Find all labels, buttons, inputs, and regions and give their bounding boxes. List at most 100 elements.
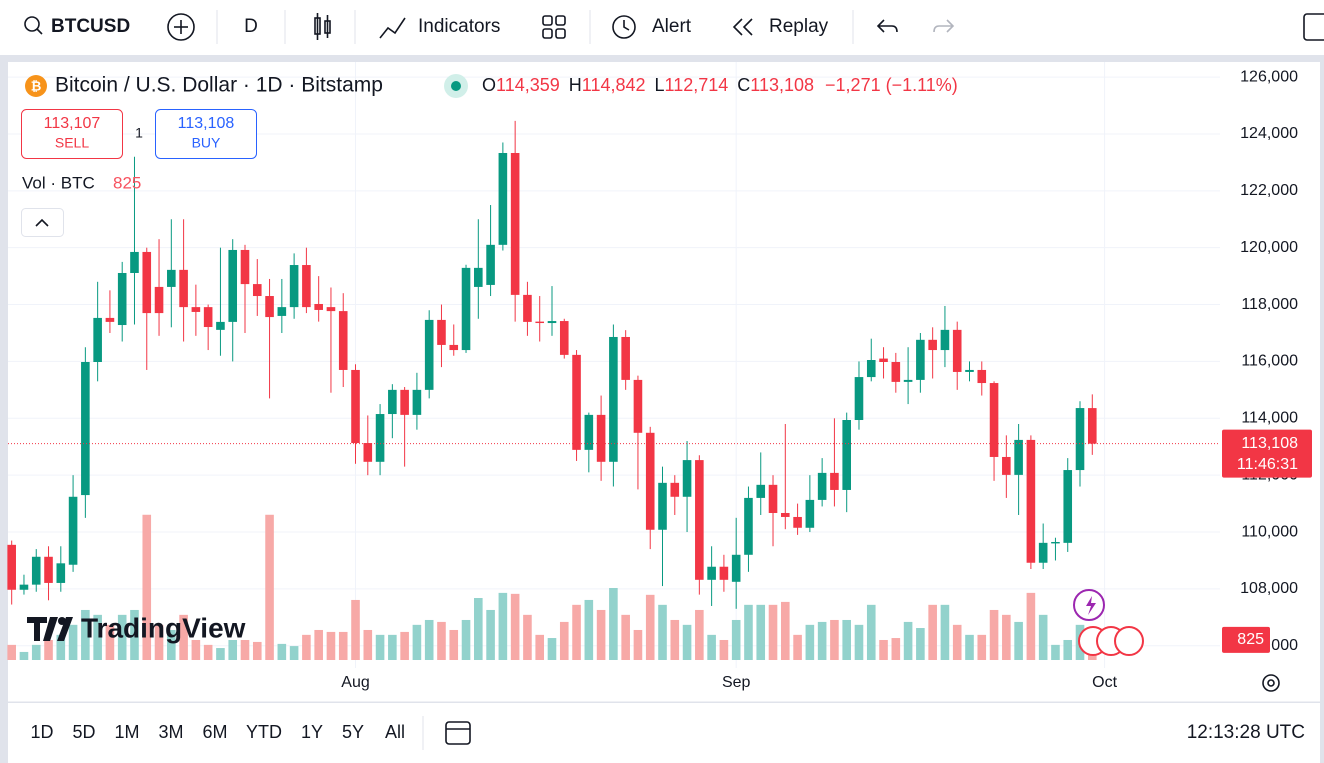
fullscreen[interactable] <box>1303 13 1324 41</box>
last-volume-box <box>1222 626 1270 653</box>
candle-body <box>7 544 16 590</box>
candle-body <box>203 307 213 328</box>
x-tick-label: Aug <box>341 674 369 691</box>
candle-body <box>645 432 655 530</box>
volume-bar <box>756 604 766 660</box>
volume-bar <box>461 619 471 660</box>
candle-body <box>105 317 115 322</box>
symbol[interactable]: BTCUSD <box>51 16 130 37</box>
volume-bar <box>572 604 581 660</box>
range-button[interactable]: All <box>385 722 405 742</box>
volume-legend-value: 825 <box>113 173 141 192</box>
candle-body <box>1038 542 1048 563</box>
volume-bar <box>523 614 532 660</box>
candle-body <box>216 321 225 330</box>
add-symbol[interactable] <box>167 13 195 41</box>
alert-label[interactable]: Alert <box>652 16 692 37</box>
replay-button[interactable]: Replay <box>732 16 829 37</box>
volume-bar <box>474 598 483 660</box>
range-button[interactable]: 1D <box>30 722 53 742</box>
candle-body <box>609 336 618 462</box>
volume-bar <box>965 634 974 660</box>
candle-body <box>486 244 495 285</box>
volume-bar <box>130 609 139 660</box>
interval[interactable]: D <box>244 16 258 37</box>
range-button[interactable]: 3M <box>158 722 183 742</box>
layouts-icon <box>555 15 566 26</box>
candle-body <box>891 361 901 382</box>
layouts-button[interactable] <box>542 15 566 39</box>
range-button[interactable]: 1M <box>114 722 139 742</box>
range-button[interactable]: 5D <box>72 722 95 742</box>
redo[interactable] <box>933 19 955 33</box>
range-button[interactable]: 6M <box>202 722 227 742</box>
candle-body <box>437 319 446 345</box>
candle-body <box>682 460 692 497</box>
candle-body <box>277 307 287 316</box>
candle-body <box>1014 439 1023 475</box>
candle-body <box>940 329 950 351</box>
sell-button[interactable]: 113,107 SELL <box>21 109 123 159</box>
symbol-title[interactable]: Bitcoin / U.S. Dollar · 1D · Bitstamp <box>55 74 383 97</box>
undo[interactable] <box>876 19 898 33</box>
volume-bar <box>314 629 323 660</box>
candle-body <box>719 566 729 580</box>
layouts-icon <box>542 28 553 39</box>
replay-icon <box>742 18 753 36</box>
candle-body <box>142 251 152 314</box>
candle-body <box>338 311 348 370</box>
y-tick-label: 126,000 <box>1240 68 1298 85</box>
volume-bar <box>731 619 741 660</box>
volume-bar <box>645 594 655 660</box>
replay-label[interactable]: Replay <box>769 16 829 37</box>
volume-bar <box>719 639 729 660</box>
volume-bar <box>44 639 53 660</box>
volume-bar <box>1063 639 1073 660</box>
settings[interactable] <box>1262 674 1280 692</box>
alert-button[interactable]: Alert <box>612 15 692 39</box>
symbol-search[interactable]: BTCUSD <box>24 16 130 37</box>
volume-bar <box>977 634 987 660</box>
candle-body <box>19 584 29 590</box>
candle-body <box>1051 541 1060 544</box>
volume-bar <box>559 621 569 660</box>
axes: 106,000108,000110,000112,000114,000116,0… <box>8 68 1312 691</box>
candle-body <box>228 249 238 322</box>
candle-body <box>351 369 360 444</box>
range-button[interactable]: 5Y <box>342 722 364 742</box>
last-price-label: 113,108 <box>1241 435 1298 452</box>
volume-bar <box>351 599 360 660</box>
buy-button[interactable]: 113,108 BUY <box>155 109 257 159</box>
candle-body <box>167 269 176 287</box>
range-button[interactable]: 1Y <box>301 722 323 742</box>
volume-bar <box>68 624 78 660</box>
coin-icon-glyph: ₿ <box>31 78 42 93</box>
chart-type[interactable] <box>314 13 331 40</box>
candle-body <box>854 377 864 421</box>
candle-body <box>1075 408 1085 471</box>
volume-bar <box>805 624 815 660</box>
ohlc-value: 114,842 <box>582 75 646 95</box>
volume-bar <box>866 604 876 660</box>
candle-body <box>952 329 962 372</box>
candle-body <box>326 307 336 312</box>
collapse-legend[interactable] <box>21 208 64 237</box>
economic-event[interactable] <box>1114 626 1144 656</box>
volume-bar <box>191 639 201 660</box>
volume-bar <box>81 609 90 660</box>
indicators-label[interactable]: Indicators <box>418 16 500 37</box>
volume-bar <box>338 631 348 660</box>
candle-body <box>707 566 716 580</box>
indicators-button[interactable]: Indicators <box>379 16 500 39</box>
volume-bar <box>277 643 287 660</box>
volume-bar <box>547 638 557 660</box>
volume-bar <box>584 599 594 660</box>
go-to-date[interactable] <box>445 721 471 745</box>
clock[interactable]: 12:13:28 UTC <box>1187 722 1305 743</box>
volume-bar <box>891 638 901 660</box>
watermark-logo <box>27 617 58 641</box>
volume-bar <box>56 634 66 660</box>
watermark: TradingView <box>27 612 246 643</box>
range-button[interactable]: YTD <box>246 722 282 742</box>
